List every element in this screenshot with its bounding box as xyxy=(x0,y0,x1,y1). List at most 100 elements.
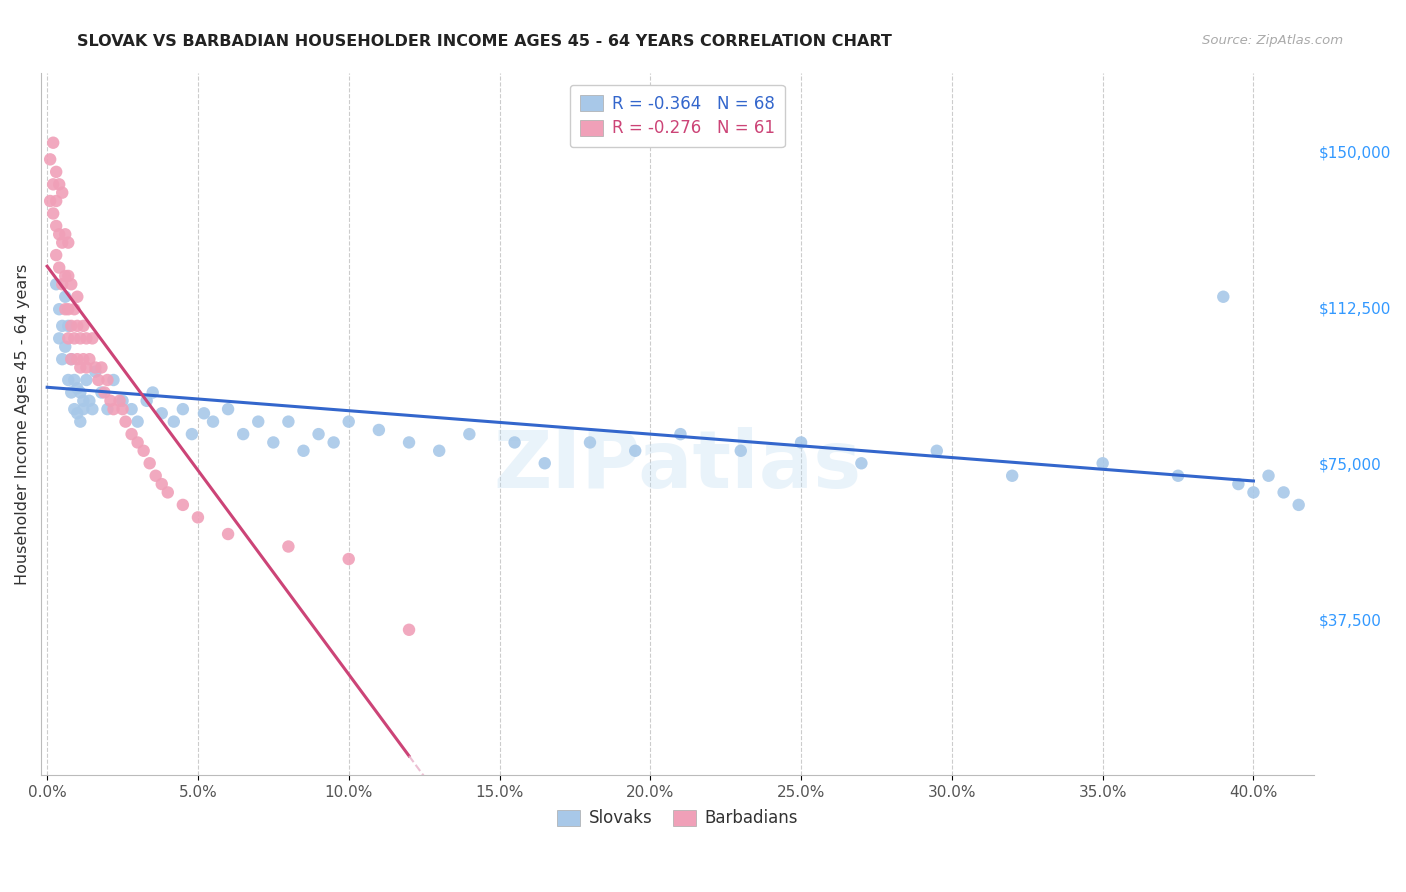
Text: Source: ZipAtlas.com: Source: ZipAtlas.com xyxy=(1202,34,1343,47)
Point xyxy=(202,415,225,429)
Point xyxy=(58,318,80,333)
Point xyxy=(60,352,83,367)
Point xyxy=(90,360,112,375)
Point xyxy=(75,373,97,387)
Point xyxy=(58,331,80,345)
Point xyxy=(69,385,91,400)
Y-axis label: Householder Income Ages 45 - 64 years: Householder Income Ages 45 - 64 years xyxy=(15,264,30,585)
Point xyxy=(63,373,86,387)
Point xyxy=(114,415,136,429)
Point xyxy=(217,402,239,417)
Point xyxy=(172,498,194,512)
Point xyxy=(39,153,62,167)
Point xyxy=(45,277,67,292)
Point xyxy=(1272,485,1295,500)
Point xyxy=(66,318,89,333)
Point xyxy=(48,227,70,242)
Point xyxy=(103,373,125,387)
Point xyxy=(45,248,67,262)
Point xyxy=(1212,290,1234,304)
Point xyxy=(925,443,948,458)
Point xyxy=(730,443,752,458)
Point xyxy=(66,381,89,395)
Point xyxy=(72,352,94,367)
Point xyxy=(84,360,107,375)
Point xyxy=(66,406,89,420)
Point xyxy=(51,352,73,367)
Point xyxy=(60,385,83,400)
Point xyxy=(53,227,76,242)
Point xyxy=(39,194,62,208)
Point xyxy=(72,318,94,333)
Point xyxy=(398,623,420,637)
Point xyxy=(48,178,70,192)
Point xyxy=(217,527,239,541)
Point xyxy=(79,393,101,408)
Point xyxy=(108,393,131,408)
Point xyxy=(69,331,91,345)
Point xyxy=(48,302,70,317)
Point xyxy=(193,406,215,420)
Point xyxy=(58,302,80,317)
Point xyxy=(1257,468,1279,483)
Point xyxy=(51,318,73,333)
Point xyxy=(458,427,481,442)
Point xyxy=(135,393,157,408)
Point xyxy=(51,235,73,250)
Point xyxy=(1227,477,1250,491)
Point xyxy=(42,136,65,150)
Point xyxy=(93,385,115,400)
Point xyxy=(790,435,813,450)
Point xyxy=(247,415,270,429)
Point xyxy=(100,393,122,408)
Point xyxy=(51,277,73,292)
Point xyxy=(142,385,165,400)
Point xyxy=(96,402,118,417)
Point xyxy=(53,290,76,304)
Point xyxy=(63,331,86,345)
Point xyxy=(42,178,65,192)
Point xyxy=(187,510,209,524)
Point xyxy=(337,552,360,566)
Point xyxy=(121,402,143,417)
Point xyxy=(75,331,97,345)
Point xyxy=(72,393,94,408)
Point xyxy=(111,393,134,408)
Point xyxy=(87,373,110,387)
Point xyxy=(121,427,143,442)
Point xyxy=(180,427,202,442)
Point xyxy=(172,402,194,417)
Point xyxy=(277,540,299,554)
Point xyxy=(138,456,160,470)
Point xyxy=(262,435,284,450)
Point xyxy=(48,331,70,345)
Point xyxy=(533,456,555,470)
Point xyxy=(66,290,89,304)
Point xyxy=(53,302,76,317)
Point xyxy=(82,331,104,345)
Point xyxy=(145,468,167,483)
Point xyxy=(66,352,89,367)
Point xyxy=(132,443,155,458)
Point xyxy=(90,385,112,400)
Point xyxy=(111,402,134,417)
Point xyxy=(277,415,299,429)
Point xyxy=(1091,456,1114,470)
Point xyxy=(669,427,692,442)
Point xyxy=(851,456,873,470)
Point xyxy=(58,268,80,283)
Point xyxy=(1288,498,1310,512)
Point xyxy=(127,435,149,450)
Point xyxy=(51,186,73,200)
Point xyxy=(45,194,67,208)
Point xyxy=(48,260,70,275)
Text: SLOVAK VS BARBADIAN HOUSEHOLDER INCOME AGES 45 - 64 YEARS CORRELATION CHART: SLOVAK VS BARBADIAN HOUSEHOLDER INCOME A… xyxy=(77,34,893,49)
Point xyxy=(53,340,76,354)
Point xyxy=(127,415,149,429)
Point xyxy=(60,277,83,292)
Point xyxy=(69,415,91,429)
Point xyxy=(58,235,80,250)
Point xyxy=(82,402,104,417)
Point xyxy=(292,443,315,458)
Point xyxy=(1241,485,1264,500)
